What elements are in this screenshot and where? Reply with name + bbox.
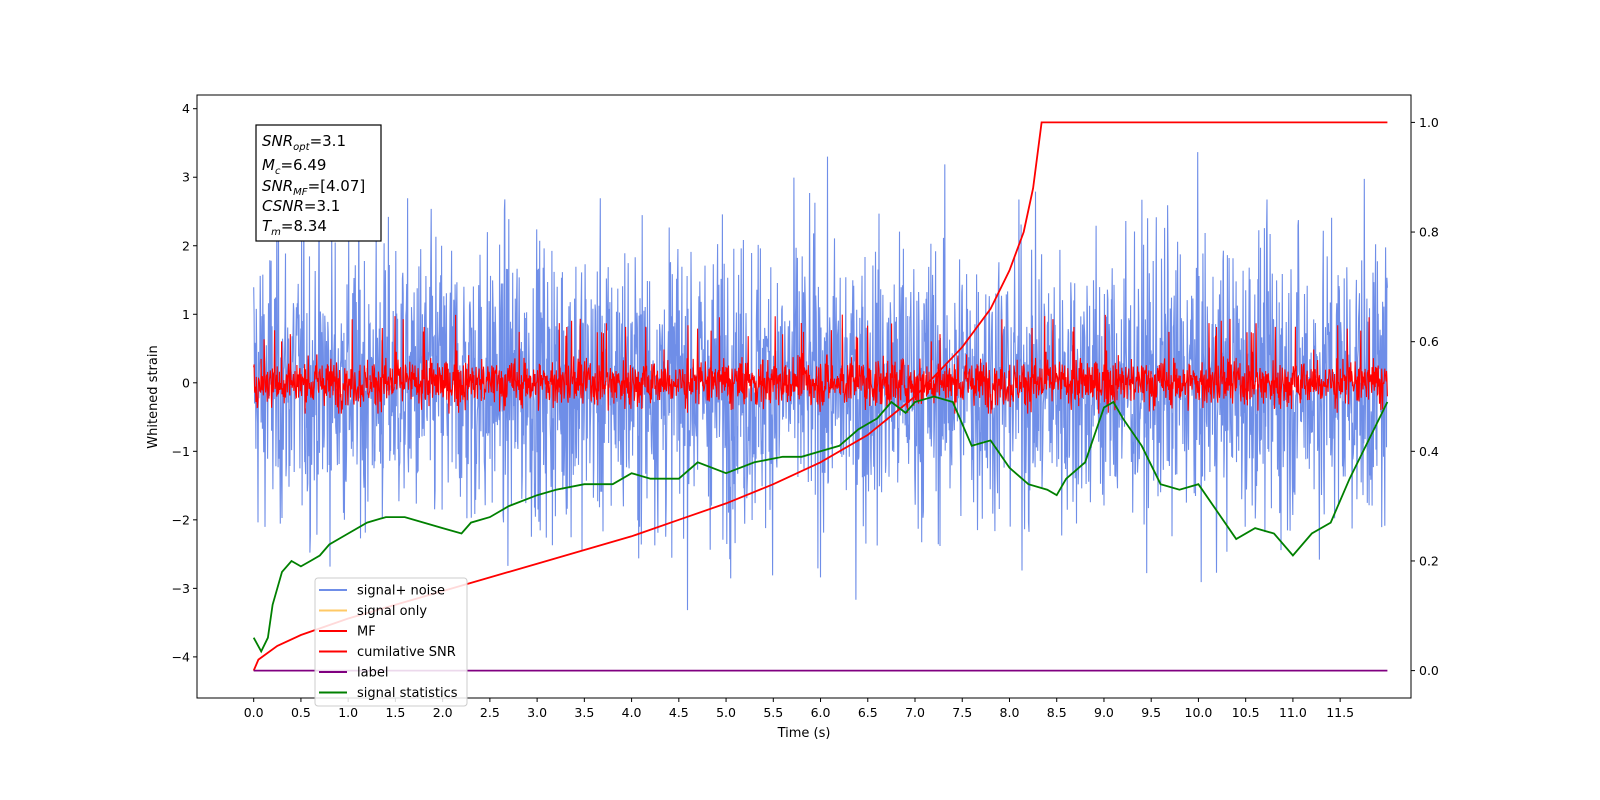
x-tick-label: 10.0	[1185, 705, 1213, 720]
legend: signal+ noise signal only MF cumilative SNR…	[314, 577, 468, 707]
x-tick-label: 7.0	[905, 705, 925, 720]
x-tick-label: 4.0	[622, 705, 642, 720]
y-tick-label: −4	[172, 649, 190, 664]
legend-label: signal+ noise	[357, 584, 445, 599]
info-box-frame	[255, 124, 382, 242]
x-tick-label: 8.0	[1000, 705, 1020, 720]
x-tick-label: 4.5	[669, 705, 689, 720]
y-tick-label: 0	[182, 375, 190, 390]
y-tick-label: −1	[172, 444, 190, 459]
y-tick-label: 1	[182, 307, 190, 322]
y-axis-left: 4 3 2 1 0 −1 −2 −3 −4	[172, 101, 197, 664]
series-signal-statistics	[252, 395, 1389, 654]
info-tm: Tm=8.34	[262, 217, 327, 238]
info-snr-mf: SNRMF=[4.07]	[262, 177, 365, 198]
info-box: SNRopt=3.1 Mc=6.49 SNRMF=[4.07] CSNR=3.1…	[255, 124, 382, 242]
x-tick-label: 11.5	[1326, 705, 1354, 720]
x-tick-label: 6.5	[858, 705, 878, 720]
y2-tick-label: 0.6	[1419, 334, 1439, 349]
y-tick-label: 4	[182, 101, 190, 116]
y-tick-label: −3	[172, 581, 190, 596]
x-tick-label: 2.5	[480, 705, 500, 720]
x-tick-label: 0.5	[291, 705, 311, 720]
y-axis-right: 1.0 0.8 0.6 0.4 0.2 0.0	[1411, 115, 1439, 678]
x-tick-label: 10.5	[1232, 705, 1260, 720]
x-tick-label: 5.5	[763, 705, 783, 720]
y-tick-label: 2	[182, 238, 190, 253]
x-tick-label: 7.5	[952, 705, 972, 720]
x-tick-label: 11.0	[1279, 705, 1307, 720]
y-tick-label: −2	[172, 512, 190, 527]
y2-tick-label: 0.0	[1419, 663, 1439, 678]
y-axis-label: Whitened strain	[146, 345, 161, 448]
x-tick-label: 1.5	[385, 705, 405, 720]
legend-label: cumilative SNR	[357, 645, 456, 660]
x-tick-label: 9.0	[1094, 705, 1114, 720]
y2-tick-label: 0.8	[1419, 225, 1439, 240]
y-tick-label: 3	[182, 170, 190, 185]
y2-tick-label: 0.4	[1419, 444, 1439, 459]
legend-label: MF	[357, 625, 376, 640]
plot-frame	[196, 94, 1412, 699]
x-tick-label: 3.0	[527, 705, 547, 720]
y2-tick-label: 0.2	[1419, 553, 1439, 568]
x-tick-label: 3.5	[574, 705, 594, 720]
y2-tick-label: 1.0	[1419, 115, 1439, 130]
legend-label: signal only	[357, 604, 427, 619]
series-mf	[253, 314, 1388, 414]
x-tick-label: 1.0	[338, 705, 358, 720]
x-tick-label: 6.0	[811, 705, 831, 720]
info-csnr: CSNR=3.1	[262, 197, 340, 215]
legend-frame	[314, 577, 468, 707]
x-tick-label: 9.5	[1141, 705, 1161, 720]
info-snr-opt: SNRopt=3.1	[262, 132, 346, 153]
x-tick-label: 8.5	[1047, 705, 1067, 720]
x-tick-label: 2.0	[433, 705, 453, 720]
x-axis-label: Time (s)	[777, 726, 831, 741]
info-mc: Mc=6.49	[262, 156, 326, 177]
legend-label: signal statistics	[357, 686, 458, 701]
x-tick-label: 0.0	[244, 705, 264, 720]
legend-label: label	[357, 666, 388, 681]
x-axis: 0.0 0.5 1.0 1.5 2.0 2.5 3.0 3.5 4.0 4.5 5.0 5.5 6.0 6…	[244, 698, 1354, 720]
x-tick-label: 5.0	[716, 705, 736, 720]
